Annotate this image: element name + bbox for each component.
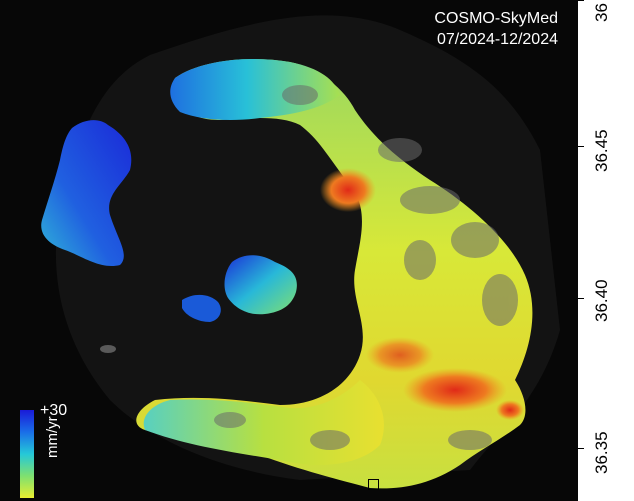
hotspot-east [496,400,524,420]
tick-label-36-45: 36.45 [592,129,611,172]
palea-kameni [182,294,221,322]
nea-kameni [224,255,297,315]
legend-unit-label: mm/yr [44,416,61,458]
latitude-axis: 36 36.45 36.40 36.35 [578,0,634,501]
hotspot-southeast [403,368,507,412]
hotspot-north [320,168,376,212]
aspronisi [100,345,116,353]
tick-36-45 [578,146,584,147]
tick-label-36-35: 36.35 [592,431,611,474]
map-frame: COSMO-SkyMed 07/2024-12/2024 +30 mm/yr [0,0,578,501]
therasia-island [41,120,132,267]
tick-36-40 [578,298,584,299]
tick-36 [578,0,584,1]
sensor-label: COSMO-SkyMed 07/2024-12/2024 [434,8,558,50]
deformation-map [41,15,560,489]
legend-max-label: +30 [40,402,68,419]
tick-label-36: 36 [592,3,611,22]
location-marker [368,479,379,490]
sensor-name: COSMO-SkyMed [434,10,558,27]
acquisition-period: 07/2024-12/2024 [437,31,558,48]
hotspot-center [366,337,434,373]
decorrelation-speckle [214,85,518,450]
tick-36-35 [578,448,584,449]
tick-label-36-40: 36.40 [592,279,611,322]
color-scale-bar [20,410,34,498]
